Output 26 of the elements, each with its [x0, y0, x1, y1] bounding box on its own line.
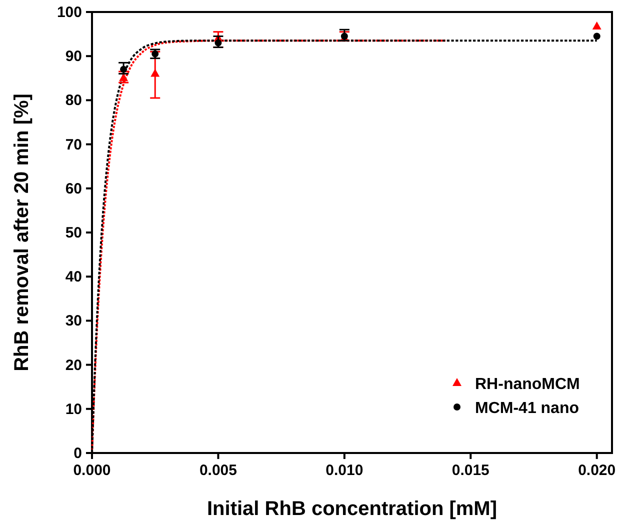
- y-tick-label: 30: [65, 312, 82, 330]
- point: [150, 68, 160, 77]
- x-tick-label: 0.010: [326, 462, 364, 479]
- point: [214, 39, 222, 46]
- point: [593, 32, 600, 40]
- legend-label: RH-nanoMCM: [475, 376, 580, 393]
- point: [152, 50, 159, 58]
- x-tick-label: 0.005: [199, 462, 237, 479]
- x-tick-label: 0.000: [73, 462, 111, 479]
- point: [120, 66, 128, 73]
- legend-label: MCM-41 nano: [475, 400, 580, 417]
- y-tick-label: 50: [65, 224, 82, 242]
- y-tick-label: 20: [65, 356, 82, 374]
- y-tick-label: 60: [65, 180, 82, 198]
- x-tick-label: 0.020: [578, 462, 616, 479]
- y-tick-label: 100: [56, 4, 82, 21]
- y-tick-label: 80: [65, 92, 82, 110]
- x-tick-label: 0.015: [452, 462, 490, 479]
- y-tick-label: 70: [65, 136, 82, 154]
- y-tick-label: 10: [65, 400, 82, 418]
- x-axis-title: Initial RhB concentration [mM]: [207, 498, 497, 520]
- y-axis-title: RhB removal after 20 min [%]: [11, 94, 33, 372]
- y-tick-label: 90: [65, 48, 82, 66]
- y-tick-label: 0: [74, 445, 82, 462]
- point: [592, 22, 602, 30]
- y-tick-label: 40: [65, 268, 82, 286]
